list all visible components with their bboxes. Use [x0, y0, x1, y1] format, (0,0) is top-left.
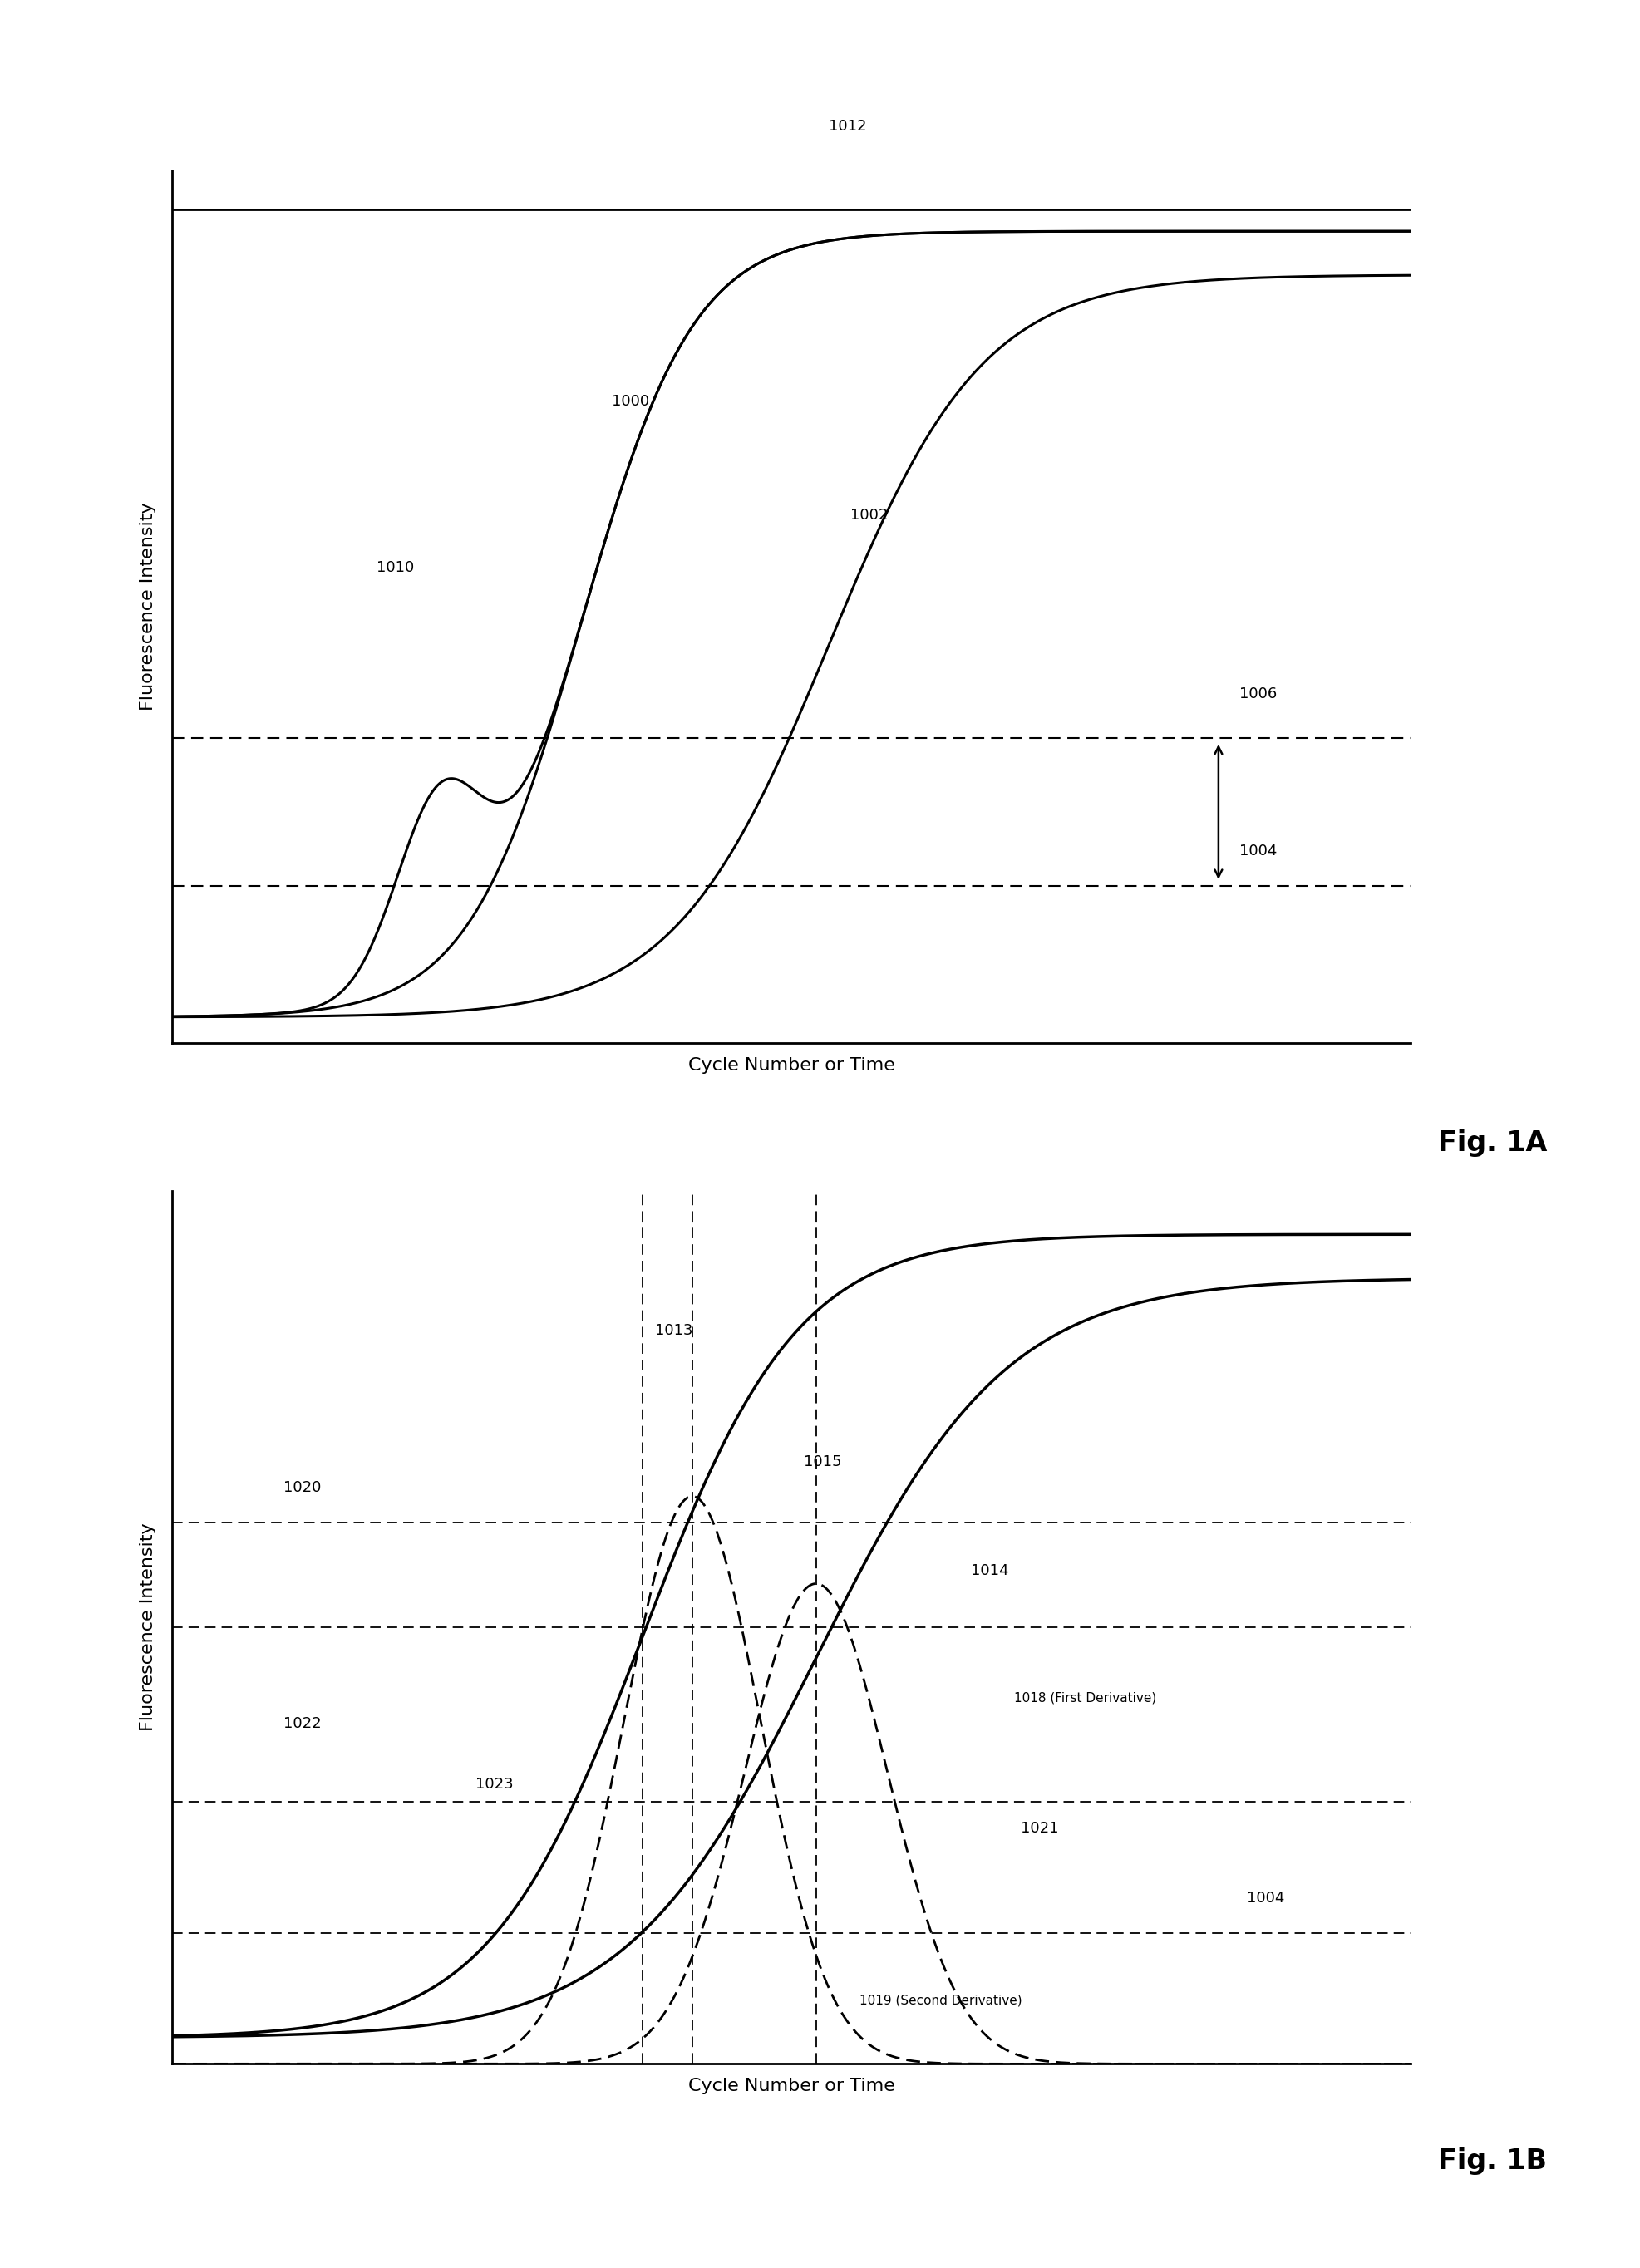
Text: 1002: 1002 [851, 508, 889, 522]
Text: 1000: 1000 [612, 395, 649, 408]
X-axis label: Cycle Number or Time: Cycle Number or Time [687, 2077, 895, 2093]
Text: Fig. 1A: Fig. 1A [1438, 1129, 1548, 1157]
Text: 1013: 1013 [654, 1322, 694, 1338]
Text: 1018 (First Derivative): 1018 (First Derivative) [1014, 1692, 1156, 1703]
Text: 1019 (Second Derivative): 1019 (Second Derivative) [859, 1994, 1022, 2007]
Text: 1023: 1023 [476, 1778, 513, 1792]
Text: 1021: 1021 [1020, 1821, 1058, 1835]
Text: 1020: 1020 [284, 1481, 321, 1495]
Text: 1006: 1006 [1240, 687, 1278, 701]
X-axis label: Cycle Number or Time: Cycle Number or Time [687, 1057, 895, 1073]
Text: 1004: 1004 [1246, 1892, 1284, 1905]
Text: 1014: 1014 [971, 1563, 1009, 1579]
Text: 1004: 1004 [1240, 844, 1278, 860]
Text: Fig. 1B: Fig. 1B [1438, 2148, 1547, 2175]
Text: 1022: 1022 [284, 1717, 321, 1730]
Text: 1012: 1012 [828, 120, 866, 134]
Text: 1010: 1010 [377, 560, 415, 576]
Text: 1015: 1015 [804, 1454, 841, 1470]
Y-axis label: Fluorescence Intensity: Fluorescence Intensity [139, 1524, 156, 1730]
Y-axis label: Fluorescence Intensity: Fluorescence Intensity [139, 503, 156, 710]
